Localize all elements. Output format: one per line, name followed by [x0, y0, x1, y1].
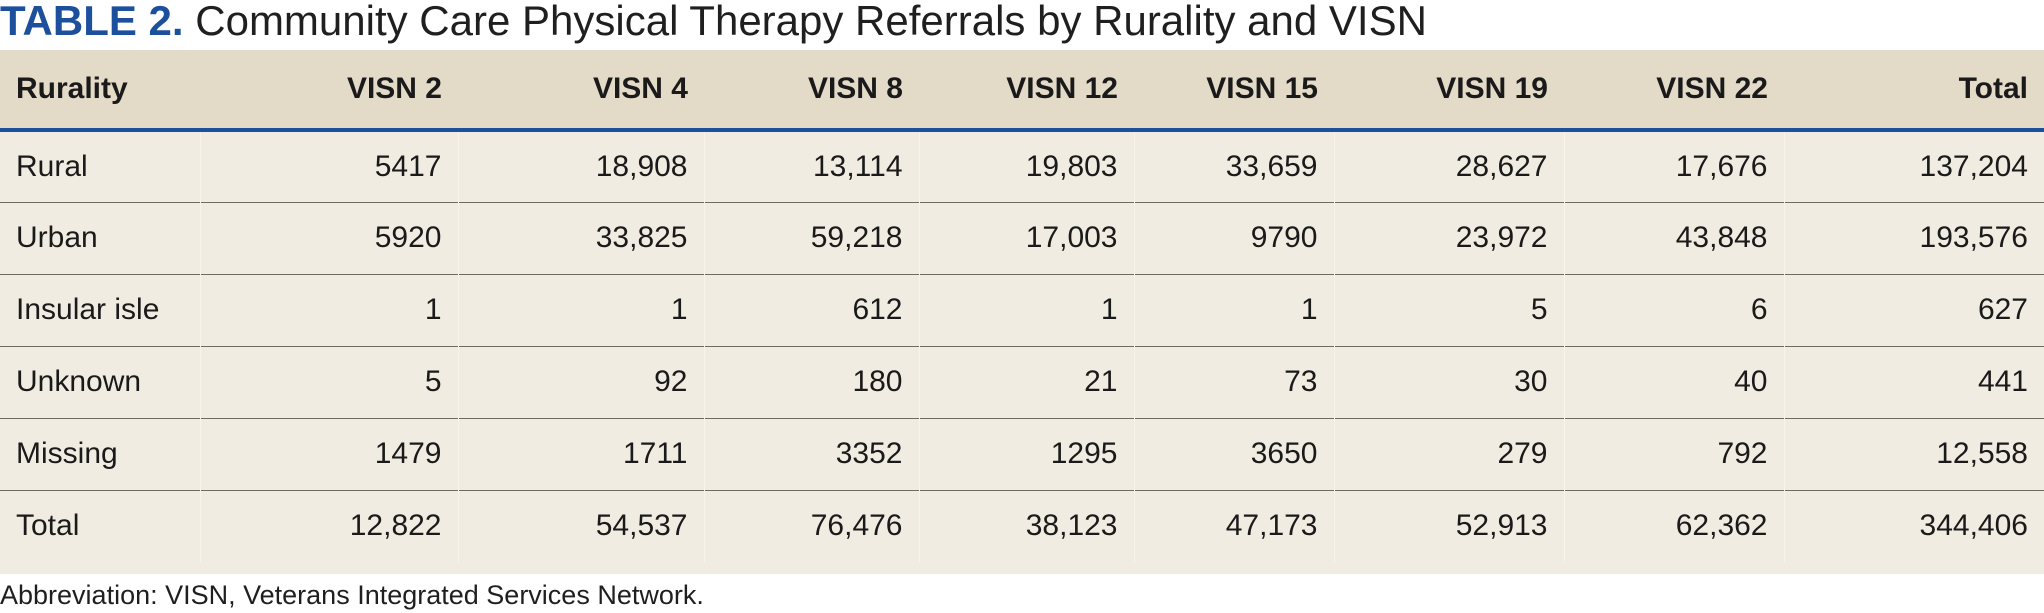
table-cell: 6 [1564, 274, 1785, 346]
table-cell: 18,908 [458, 130, 705, 202]
table-cell: 627 [1977, 293, 2028, 326]
table-cell: 5920 [200, 202, 459, 274]
table-cell: 73 [1134, 346, 1335, 418]
table-cell: 3352 [704, 418, 920, 490]
column-header: VISN 2 [200, 50, 458, 132]
table-cell: 17,003 [919, 202, 1135, 274]
table-header-row: Rurality VISN 2 VISN 4 VISN 8 VISN 12 VI… [0, 50, 2044, 132]
table-cell: 13,114 [704, 130, 920, 202]
table-cell: 3650 [1134, 418, 1335, 490]
table-cell: 92 [458, 346, 705, 418]
table-cell: 59,218 [704, 202, 920, 274]
table-cell: 1 [919, 274, 1135, 346]
table-cell: 17,676 [1564, 130, 1785, 202]
referrals-table: Rurality VISN 2 VISN 4 VISN 8 VISN 12 VI… [0, 50, 2044, 562]
table-cell: 21 [919, 346, 1135, 418]
table-cell: 76,476 [704, 490, 920, 562]
column-header: Total [1784, 50, 2044, 132]
table-cell: 1 [1134, 274, 1335, 346]
table-cell: 344,406 [1919, 509, 2028, 543]
table-cell: 38,123 [919, 490, 1135, 562]
table-cell: 441 [1977, 365, 2028, 398]
table-cell: 5417 [200, 130, 459, 202]
table-cell: 1 [200, 274, 459, 346]
row-label: Total [0, 490, 201, 562]
table-cell: 5 [1334, 274, 1565, 346]
table-row: Missing 1479 1711 3352 1295 3650 279 792… [0, 418, 2044, 490]
row-label: Unknown [0, 346, 201, 418]
table-row: Insular isle 1 1 612 1 1 5 6 627 [0, 274, 2044, 346]
data-table-container: Rurality VISN 2 VISN 4 VISN 8 VISN 12 VI… [0, 50, 2044, 574]
table-cell: 33,825 [458, 202, 705, 274]
column-header: VISN 4 [458, 50, 704, 132]
table-label: TABLE 2. [0, 0, 184, 44]
table-cell: 1295 [919, 418, 1135, 490]
table-row-total: Total 12,822 54,537 76,476 38,123 47,173… [0, 490, 2044, 562]
table-cell: 137,204 [1919, 149, 2028, 183]
table-cell: 28,627 [1334, 130, 1565, 202]
table-cell: 12,822 [200, 490, 459, 562]
table-cell: 54,537 [458, 490, 705, 562]
table-row: Unknown 5 92 180 21 73 30 40 441 [0, 346, 2044, 418]
table-row: Rural 5417 18,908 13,114 19,803 33,659 2… [0, 130, 2044, 202]
table-cell: 5 [200, 346, 459, 418]
table-cell: 792 [1564, 418, 1785, 490]
table-cell: 279 [1334, 418, 1565, 490]
row-label: Missing [0, 418, 201, 490]
table-cell: 1479 [200, 418, 459, 490]
table-row: Urban 5920 33,825 59,218 17,003 9790 23,… [0, 202, 2044, 274]
row-label: Urban [0, 202, 201, 274]
table-cell: 9790 [1134, 202, 1335, 274]
column-header: VISN 12 [919, 50, 1134, 132]
table-title: TABLE 2. Community Care Physical Therapy… [0, 0, 2044, 50]
column-header: VISN 8 [704, 50, 919, 132]
row-label: Insular isle [0, 274, 201, 346]
table-cell: 1711 [458, 418, 705, 490]
table-cell: 33,659 [1134, 130, 1335, 202]
table-cell: 40 [1564, 346, 1785, 418]
table-cell: 193,576 [1919, 221, 2028, 254]
column-header: Rurality [0, 50, 200, 132]
table-cell: 52,913 [1334, 490, 1565, 562]
table-cell: 47,173 [1134, 490, 1335, 562]
table-cell: 30 [1334, 346, 1565, 418]
table-cell: 19,803 [919, 130, 1135, 202]
footnote: Abbreviation: VISN, Veterans Integrated … [0, 580, 704, 610]
column-header: VISN 19 [1334, 50, 1564, 132]
table-cell: 180 [704, 346, 920, 418]
table-cell: 1 [458, 274, 705, 346]
column-header: VISN 15 [1134, 50, 1334, 132]
table-cell: 43,848 [1564, 202, 1785, 274]
table-title-text: Community Care Physical Therapy Referral… [195, 0, 1427, 44]
table-cell: 23,972 [1334, 202, 1565, 274]
column-header: VISN 22 [1564, 50, 1784, 132]
row-label: Rural [0, 130, 201, 202]
table-cell: 12,558 [1936, 437, 2028, 470]
table-cell: 62,362 [1564, 490, 1785, 562]
table-cell: 612 [704, 274, 920, 346]
